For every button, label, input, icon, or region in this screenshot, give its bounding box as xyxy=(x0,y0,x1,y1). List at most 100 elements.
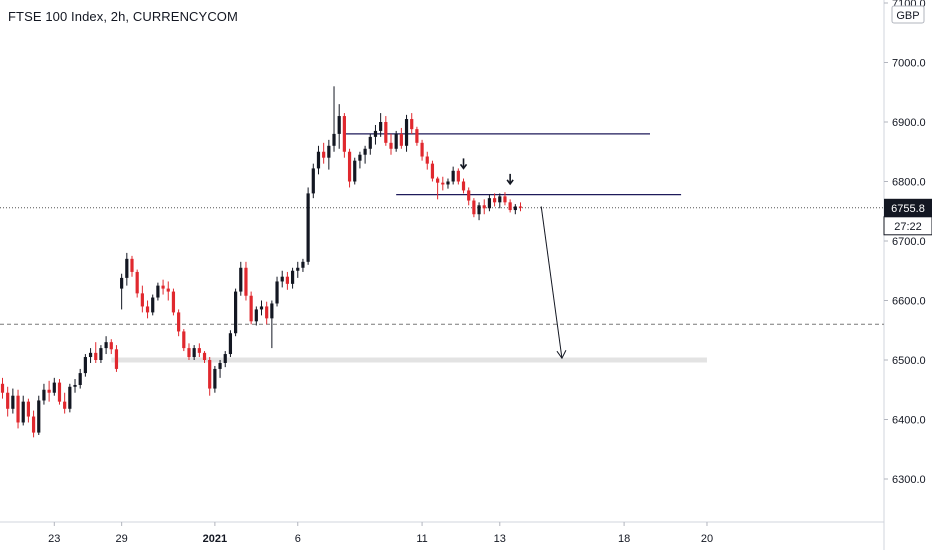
candle-body xyxy=(239,267,243,292)
candle-body xyxy=(404,119,409,146)
x-tick-label: 6 xyxy=(295,533,301,545)
candle-body xyxy=(208,360,212,389)
candle-body xyxy=(327,145,331,158)
last-price-badge xyxy=(884,198,932,217)
candle-body xyxy=(477,205,481,215)
y-tick-label: 6900.0 xyxy=(892,117,926,129)
candle-body xyxy=(109,342,113,350)
candle-body xyxy=(26,401,30,417)
candle-body xyxy=(332,133,336,146)
candle-body xyxy=(425,156,429,164)
candle-body xyxy=(31,416,36,433)
candle-body xyxy=(223,354,227,363)
candle-body xyxy=(461,181,466,191)
candle-body xyxy=(389,142,393,149)
candle-body xyxy=(151,297,155,313)
x-tick-label: 13 xyxy=(494,533,506,545)
candle-body xyxy=(353,160,357,182)
candle-body xyxy=(316,151,321,169)
y-tick-label: 6700.0 xyxy=(892,236,926,248)
candle-body xyxy=(322,151,326,158)
candle-body xyxy=(73,384,77,387)
candle-body xyxy=(125,258,129,278)
down-arrow-head xyxy=(506,179,514,186)
candle-body xyxy=(379,122,383,131)
candle-body xyxy=(135,271,139,294)
x-tick-label: 23 xyxy=(48,533,60,545)
candle-body xyxy=(498,196,502,203)
candle-body xyxy=(63,401,67,409)
candle-body xyxy=(285,276,289,284)
candle-body xyxy=(145,306,150,313)
candle-body xyxy=(296,267,300,271)
candle-body xyxy=(187,348,191,358)
y-tick-label: 6600.0 xyxy=(892,296,926,308)
y-tick-label: 6800.0 xyxy=(892,177,926,189)
candle-body xyxy=(104,342,108,349)
candle-body xyxy=(83,357,87,374)
candle-body xyxy=(420,142,424,157)
candle-body xyxy=(218,362,222,369)
candle-body xyxy=(130,258,134,272)
candle-body xyxy=(301,261,305,268)
candle-body xyxy=(52,382,56,393)
y-tick-label: 7100.0 xyxy=(892,0,926,10)
candle-body xyxy=(99,348,103,360)
candle-body xyxy=(342,116,346,152)
candle-body xyxy=(213,368,217,389)
candle-body xyxy=(171,291,176,313)
y-tick-label: 7000.0 xyxy=(892,58,926,70)
candle-body xyxy=(436,178,440,183)
candle-body xyxy=(467,190,471,201)
candle-body xyxy=(21,401,25,423)
candle-body xyxy=(456,170,460,182)
candle-body xyxy=(114,349,119,369)
candle-body xyxy=(399,133,403,146)
candle-body xyxy=(47,389,51,393)
candle-body xyxy=(156,285,160,298)
candle-body xyxy=(249,295,253,322)
candle-body xyxy=(37,400,41,433)
candle-body xyxy=(68,386,72,409)
candle-body xyxy=(358,154,362,161)
candle-body xyxy=(347,151,352,182)
chart-title: FTSE 100 Index, 2h, CURRENCYCOM xyxy=(8,9,238,24)
candle-body xyxy=(259,306,264,310)
candle-body xyxy=(368,136,372,149)
candle-body xyxy=(513,206,517,211)
candle-body xyxy=(363,148,367,155)
candle-body xyxy=(280,276,284,282)
x-tick-label: 18 xyxy=(618,533,630,545)
target-zone xyxy=(111,357,707,363)
currency-label: GBP xyxy=(896,10,919,22)
candle-body xyxy=(177,312,181,332)
down-arrow-head xyxy=(459,163,468,170)
candle-body xyxy=(311,168,315,194)
candle-body xyxy=(94,352,98,360)
candle-body xyxy=(441,182,445,185)
candle-body xyxy=(42,389,46,401)
candle-body xyxy=(373,130,378,137)
candle-body xyxy=(197,348,201,353)
candle-body xyxy=(202,352,207,360)
candle-body xyxy=(192,348,196,358)
candle-body xyxy=(482,205,486,209)
candle-body xyxy=(161,285,165,289)
candle-body xyxy=(140,293,144,307)
x-tick-label: 11 xyxy=(416,533,427,545)
projection-arrow-head xyxy=(556,349,567,360)
candle-body xyxy=(493,198,497,203)
candle-body xyxy=(337,116,341,134)
candle-body xyxy=(88,352,93,358)
candle-body xyxy=(6,392,10,409)
candle-body xyxy=(410,119,414,130)
candle-body xyxy=(166,288,170,292)
candle-body xyxy=(451,170,455,182)
candle-body xyxy=(254,309,258,322)
candle-body xyxy=(508,202,512,211)
candle-body xyxy=(290,270,295,284)
candle-body xyxy=(57,382,62,402)
candle-body xyxy=(430,163,435,179)
countdown-value: 27:22 xyxy=(894,221,922,233)
